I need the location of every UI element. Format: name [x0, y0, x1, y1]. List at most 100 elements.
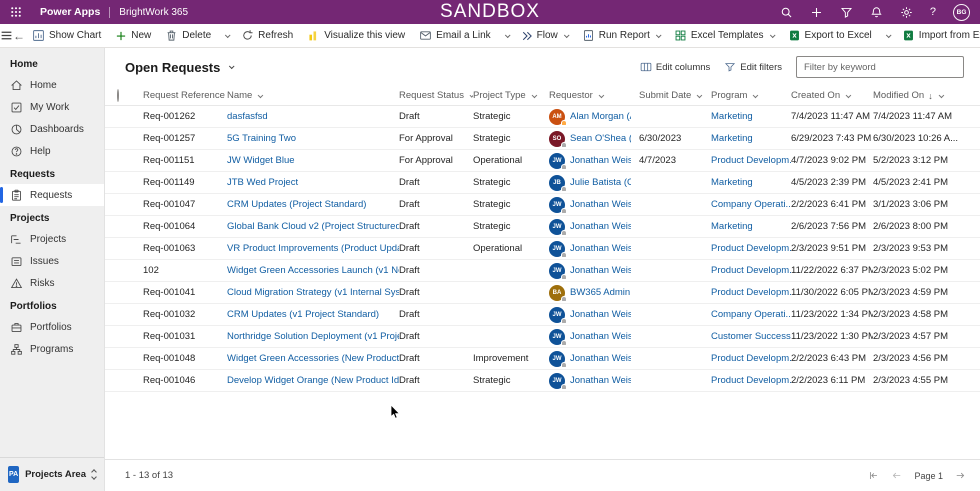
- requestor-link[interactable]: Jonathan Weisgla...: [570, 309, 631, 320]
- sidebar-item-risks[interactable]: Risks: [0, 272, 104, 294]
- cell-name-link[interactable]: dasfasfsd: [227, 111, 268, 122]
- sidebar-item-my-work[interactable]: My Work: [0, 96, 104, 118]
- cell-requestor[interactable]: JW Jonathan Weisgla...: [549, 306, 639, 323]
- cell-name-link[interactable]: 5G Training Two: [227, 133, 297, 144]
- cell-name-link[interactable]: Develop Widget Orange (New Product Idea): [227, 375, 399, 386]
- quick-create-icon[interactable]: [810, 6, 823, 19]
- cell-requestor[interactable]: BA BW365 Admin (Of...: [549, 284, 639, 301]
- cell-requestor[interactable]: SO Sean O'Shea (Offli...: [549, 130, 639, 147]
- cell-program-link[interactable]: Marketing: [711, 111, 753, 122]
- cell-name-link[interactable]: Global Bank Cloud v2 (Project Structured…: [227, 221, 399, 232]
- cell-program-link[interactable]: Marketing: [711, 177, 753, 188]
- table-row[interactable]: Req-001048 Widget Green Accessories (New…: [105, 348, 980, 370]
- column-header-created-on[interactable]: Created On: [791, 90, 873, 101]
- table-row[interactable]: Req-001063 VR Product Improvements (Prod…: [105, 238, 980, 260]
- email-link-button[interactable]: Email a Link: [412, 24, 497, 47]
- edit-filters-button[interactable]: Edit filters: [724, 61, 782, 73]
- cell-program-link[interactable]: Product Developm...: [711, 243, 791, 254]
- cell-requestor[interactable]: JW Jonathan Weisgla...: [549, 262, 639, 279]
- powerapps-brand[interactable]: Power Apps: [40, 6, 101, 18]
- table-row[interactable]: Req-001149 JTB Wed Project Draft Strateg…: [105, 172, 980, 194]
- cell-name-link[interactable]: CRM Updates (Project Standard): [227, 199, 367, 210]
- cell-requestor[interactable]: JW Jonathan Weisgla...: [549, 152, 639, 169]
- table-row[interactable]: Req-001046 Develop Widget Orange (New Pr…: [105, 370, 980, 392]
- sidebar-item-help[interactable]: Help: [0, 140, 104, 162]
- settings-icon[interactable]: [900, 6, 913, 19]
- table-row[interactable]: Req-001041 Cloud Migration Strategy (v1 …: [105, 282, 980, 304]
- export-excel-chevron[interactable]: [879, 24, 895, 47]
- table-row[interactable]: 102 Widget Green Accessories Launch (v1 …: [105, 260, 980, 282]
- table-row[interactable]: Req-001031 Northridge Solution Deploymen…: [105, 326, 980, 348]
- cell-requestor[interactable]: JB Julie Batista (Offli...: [549, 174, 639, 191]
- requestor-link[interactable]: Alan Morgan (Aw...: [570, 111, 631, 122]
- cell-program-link[interactable]: Marketing: [711, 133, 753, 144]
- refresh-button[interactable]: Refresh: [234, 24, 300, 47]
- cell-name-link[interactable]: Widget Green Accessories (New Product Id…: [227, 353, 399, 364]
- cell-program-link[interactable]: Marketing: [711, 221, 753, 232]
- cell-name-link[interactable]: VR Product Improvements (Product Update): [227, 243, 399, 254]
- requestor-link[interactable]: Jonathan Weisgla...: [570, 353, 631, 364]
- cell-program-link[interactable]: Product Developm...: [711, 375, 791, 386]
- next-page-button[interactable]: [955, 470, 966, 481]
- cell-name-link[interactable]: CRM Updates (v1 Project Standard): [227, 309, 380, 320]
- cell-program-link[interactable]: Product Developm...: [711, 265, 791, 276]
- help-icon[interactable]: ?: [929, 5, 936, 18]
- table-row[interactable]: Req-001262 dasfasfsd Draft Strategic AM …: [105, 106, 980, 128]
- cell-requestor[interactable]: JW Jonathan Weisgla...: [549, 372, 639, 389]
- filter-icon[interactable]: [840, 6, 853, 19]
- cell-name-link[interactable]: Northridge Solution Deployment (v1 Proje…: [227, 331, 399, 342]
- cell-name-link[interactable]: Cloud Migration Strategy (v1 Internal Sy…: [227, 287, 399, 298]
- sidebar-item-projects[interactable]: Projects: [0, 228, 104, 250]
- excel-templates-button[interactable]: Excel Templates: [667, 24, 781, 47]
- cell-requestor[interactable]: JW Jonathan Weisgla...: [549, 218, 639, 235]
- column-header-name[interactable]: Name: [227, 90, 399, 101]
- email-link-chevron[interactable]: [498, 24, 514, 47]
- requestor-link[interactable]: Jonathan Weisgla...: [570, 265, 631, 276]
- cell-program-link[interactable]: Product Developm...: [711, 155, 791, 166]
- flow-button[interactable]: Flow: [514, 24, 575, 47]
- cell-program-link[interactable]: Company Operati...: [711, 199, 791, 210]
- app-launcher-icon[interactable]: [10, 6, 32, 18]
- new-button[interactable]: New: [108, 24, 158, 47]
- delete-button[interactable]: Delete: [158, 24, 218, 47]
- back-button[interactable]: ←: [13, 28, 25, 43]
- cell-requestor[interactable]: JW Jonathan Weisgla...: [549, 196, 639, 213]
- sidebar-item-issues[interactable]: Issues: [0, 250, 104, 272]
- requestor-link[interactable]: Jonathan Weisgla...: [570, 243, 631, 254]
- view-selector[interactable]: Open Requests: [125, 60, 235, 75]
- area-switcher[interactable]: PA Projects Area: [0, 457, 104, 491]
- search-icon[interactable]: [780, 6, 793, 19]
- column-header-program[interactable]: Program: [711, 90, 791, 101]
- column-header-requestor[interactable]: Requestor: [549, 90, 639, 101]
- notifications-icon[interactable]: [870, 6, 883, 19]
- delete-more-chevron[interactable]: [218, 24, 234, 47]
- show-chart-button[interactable]: Show Chart: [25, 24, 108, 47]
- select-all-checkbox[interactable]: [117, 89, 119, 102]
- requestor-link[interactable]: Jonathan Weisgla...: [570, 155, 631, 166]
- requestor-link[interactable]: Jonathan Weisgla...: [570, 375, 631, 386]
- cell-requestor[interactable]: JW Jonathan Weisgla...: [549, 350, 639, 367]
- sidebar-item-dashboards[interactable]: Dashboards: [0, 118, 104, 140]
- app-name[interactable]: BrightWork 365: [119, 6, 189, 18]
- column-header-modified-on[interactable]: Modified On ↓: [873, 90, 976, 101]
- requestor-link[interactable]: Sean O'Shea (Offli...: [570, 133, 631, 144]
- sitemap-toggle-icon[interactable]: [0, 29, 13, 42]
- first-page-button[interactable]: [868, 470, 879, 481]
- cell-name-link[interactable]: JW Widget Blue: [227, 155, 295, 166]
- column-header-request-status[interactable]: Request Status: [399, 90, 473, 101]
- user-avatar[interactable]: BG: [953, 3, 970, 21]
- table-row[interactable]: Req-001047 CRM Updates (Project Standard…: [105, 194, 980, 216]
- cell-program-link[interactable]: Product Developm...: [711, 353, 791, 364]
- sidebar-item-portfolios[interactable]: Portfolios: [0, 316, 104, 338]
- requestor-link[interactable]: Julie Batista (Offli...: [570, 177, 631, 188]
- cell-name-link[interactable]: JTB Wed Project: [227, 177, 299, 188]
- column-header-request-reference[interactable]: Request Reference: [143, 90, 227, 101]
- requestor-link[interactable]: BW365 Admin (Of...: [570, 287, 631, 298]
- cell-requestor[interactable]: JW Jonathan Weisgla...: [549, 328, 639, 345]
- sidebar-item-home[interactable]: Home: [0, 74, 104, 96]
- run-report-button[interactable]: Run Report: [575, 24, 667, 47]
- cell-program-link[interactable]: Product Developm...: [711, 287, 791, 298]
- cell-requestor[interactable]: JW Jonathan Weisgla...: [549, 240, 639, 257]
- keyword-filter-input[interactable]: [796, 56, 964, 78]
- table-row[interactable]: Req-001151 JW Widget Blue For Approval O…: [105, 150, 980, 172]
